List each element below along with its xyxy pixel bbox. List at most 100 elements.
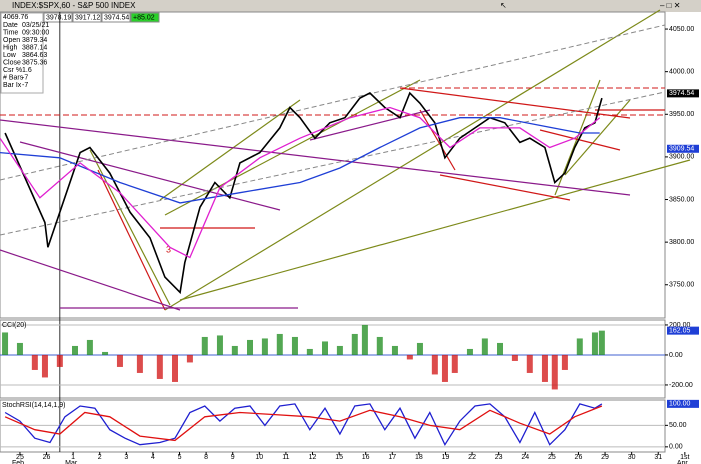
cci-bar <box>351 333 358 355</box>
cci-bar <box>431 354 438 375</box>
x-tick-label: 9 <box>231 454 235 461</box>
trendline <box>179 159 691 301</box>
series-line <box>4 405 603 442</box>
last-value-box <box>667 89 699 98</box>
cursor[interactable]: ↖ <box>500 1 507 10</box>
x-tick-label: 17 <box>388 454 396 461</box>
cci-bar <box>156 354 163 379</box>
cci-bar <box>276 333 283 355</box>
quote-box <box>72 12 102 23</box>
cci-bar <box>16 342 23 355</box>
cci-bar <box>261 338 268 355</box>
last-value-label: 3909.54 <box>669 146 694 153</box>
x-tick-label: 25 <box>548 454 556 461</box>
x-tick-label: 26 <box>575 454 583 461</box>
quote-box <box>130 12 160 23</box>
trendline <box>439 174 571 201</box>
cci-bar <box>391 345 398 355</box>
cci-bar <box>481 338 488 355</box>
info-value: 03/25/21 <box>22 22 49 29</box>
channel-line <box>0 91 666 236</box>
info-value: -7 <box>22 74 28 81</box>
quote: 3974.54 <box>104 14 129 21</box>
cci-bar <box>247 339 253 355</box>
x-tick-label: 5 <box>178 454 182 461</box>
cci-bar <box>466 348 473 355</box>
cci-bar <box>511 354 518 361</box>
info-box <box>0 12 44 94</box>
cci-bar <box>102 351 109 355</box>
trendline <box>19 141 281 211</box>
x-tick-label: 12 <box>309 454 317 461</box>
x-tick-label: 30 <box>628 454 636 461</box>
quote: +85.02 <box>133 14 155 21</box>
trendline <box>164 79 421 216</box>
series-line <box>4 403 603 447</box>
cci-bar <box>41 354 48 378</box>
last-value-box <box>667 144 699 153</box>
panel-title: CCI(20) <box>2 322 27 329</box>
window-buttons[interactable]: – □ ✕ <box>660 1 680 10</box>
info-value: 3879.34 <box>22 37 47 44</box>
info-label: Date <box>3 22 18 29</box>
month-label: Apr <box>677 460 689 464</box>
cci-bar <box>186 354 193 363</box>
trendline <box>97 169 166 311</box>
price-frame <box>0 11 666 319</box>
y-tick-label: 3950.00 <box>669 111 694 118</box>
cci-bar <box>291 336 298 355</box>
cci-bar <box>216 335 223 355</box>
cci-bar <box>361 324 368 355</box>
y-tick-label: -200.00 <box>669 382 693 389</box>
x-tick-label: 2 <box>98 454 102 461</box>
trendline <box>419 109 456 171</box>
x-tick-label: 22 <box>468 454 476 461</box>
x-tick-label: 1 <box>71 454 75 461</box>
last-value-label: 100.00 <box>669 401 691 408</box>
cci-bar <box>541 354 548 382</box>
x-tick-label: 26 <box>43 454 51 461</box>
last-value-label: 3974.54 <box>669 90 694 97</box>
cci-bar <box>561 354 568 370</box>
info-label: Time <box>3 29 18 36</box>
x-tick-label: 23 <box>495 454 503 461</box>
cci-bar <box>416 342 423 355</box>
cci-bar <box>406 354 413 360</box>
channel-line <box>0 24 666 181</box>
cci-bar <box>201 336 208 355</box>
cci-bar <box>2 332 9 355</box>
info-label: Open <box>3 37 20 44</box>
wave-label: 3 <box>166 244 171 254</box>
cci-bar <box>376 336 383 355</box>
quote: 3917.12 <box>75 14 100 21</box>
x-tick-label: 19 <box>442 454 450 461</box>
cci-bar <box>86 339 93 355</box>
cci-bar <box>116 354 123 367</box>
trendline <box>164 9 661 311</box>
trendline <box>0 119 631 196</box>
x-tick-label: 24 <box>521 454 529 461</box>
y-tick-label: 200.00 <box>669 322 691 329</box>
trendline <box>159 99 301 201</box>
cci-bar <box>451 354 458 373</box>
trendline <box>0 249 181 311</box>
y-tick-label: 3750.00 <box>669 282 694 289</box>
cci-bar <box>497 342 503 355</box>
x-tick-label: 1st <box>680 454 689 461</box>
info-label: # Bars <box>3 74 24 81</box>
cci-bar <box>576 338 583 355</box>
x-tick-label: 10 <box>255 454 263 461</box>
info-label: Close <box>3 59 21 66</box>
top-value: 4069.76 <box>3 14 28 21</box>
x-tick-label: 3 <box>124 454 128 461</box>
cci-bar <box>72 345 78 355</box>
cci-bar <box>551 354 558 390</box>
x-tick-label: 8 <box>204 454 208 461</box>
cci-bar <box>322 341 328 355</box>
x-tick-label: 29 <box>601 454 609 461</box>
x-tick-label: 15 <box>335 454 343 461</box>
cci-bar <box>31 354 38 370</box>
y-tick-label: 0.00 <box>669 444 683 451</box>
y-tick-label: 3850.00 <box>669 196 694 203</box>
x-tick-label: 31 <box>654 454 662 461</box>
